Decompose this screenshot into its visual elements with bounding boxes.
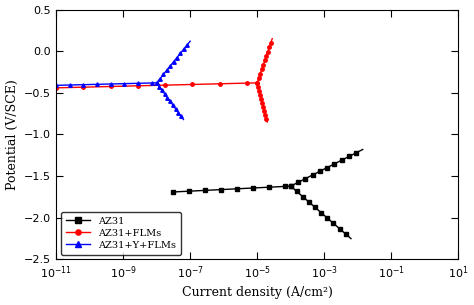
AZ31 bbox=[331, 163, 337, 166]
AZ31+FLMs bbox=[264, 51, 270, 55]
AZ31+FLMs bbox=[255, 81, 260, 85]
AZ31+FLMs bbox=[269, 37, 275, 41]
Legend: AZ31, AZ31+FLMs, AZ31+Y+FLMs: AZ31, AZ31+FLMs, AZ31+Y+FLMs bbox=[61, 212, 181, 255]
AZ31 bbox=[334, 161, 340, 164]
AZ31 bbox=[332, 162, 337, 166]
AZ31+Y+FLMs bbox=[187, 39, 193, 43]
AZ31+FLMs bbox=[264, 54, 269, 58]
AZ31 bbox=[320, 168, 326, 172]
Line: AZ31: AZ31 bbox=[289, 148, 365, 188]
AZ31+FLMs bbox=[263, 55, 269, 59]
AZ31 bbox=[337, 159, 343, 163]
AZ31+Y+FLMs bbox=[177, 52, 182, 56]
AZ31+Y+FLMs bbox=[183, 44, 189, 48]
Y-axis label: Potential (V/SCE): Potential (V/SCE) bbox=[6, 79, 18, 190]
AZ31+FLMs bbox=[261, 62, 267, 65]
Line: AZ31+FLMs: AZ31+FLMs bbox=[255, 37, 274, 84]
AZ31+Y+FLMs bbox=[169, 63, 174, 66]
AZ31 bbox=[288, 184, 293, 188]
AZ31+Y+FLMs bbox=[174, 56, 180, 59]
AZ31+Y+FLMs bbox=[173, 56, 179, 60]
X-axis label: Current density (A/cm²): Current density (A/cm²) bbox=[182, 286, 333, 300]
AZ31+Y+FLMs bbox=[154, 81, 159, 85]
Line: AZ31+Y+FLMs: AZ31+Y+FLMs bbox=[155, 39, 192, 84]
AZ31 bbox=[360, 148, 365, 151]
AZ31+FLMs bbox=[264, 52, 270, 56]
AZ31+Y+FLMs bbox=[175, 54, 181, 58]
AZ31 bbox=[352, 152, 357, 156]
AZ31+FLMs bbox=[268, 42, 273, 45]
